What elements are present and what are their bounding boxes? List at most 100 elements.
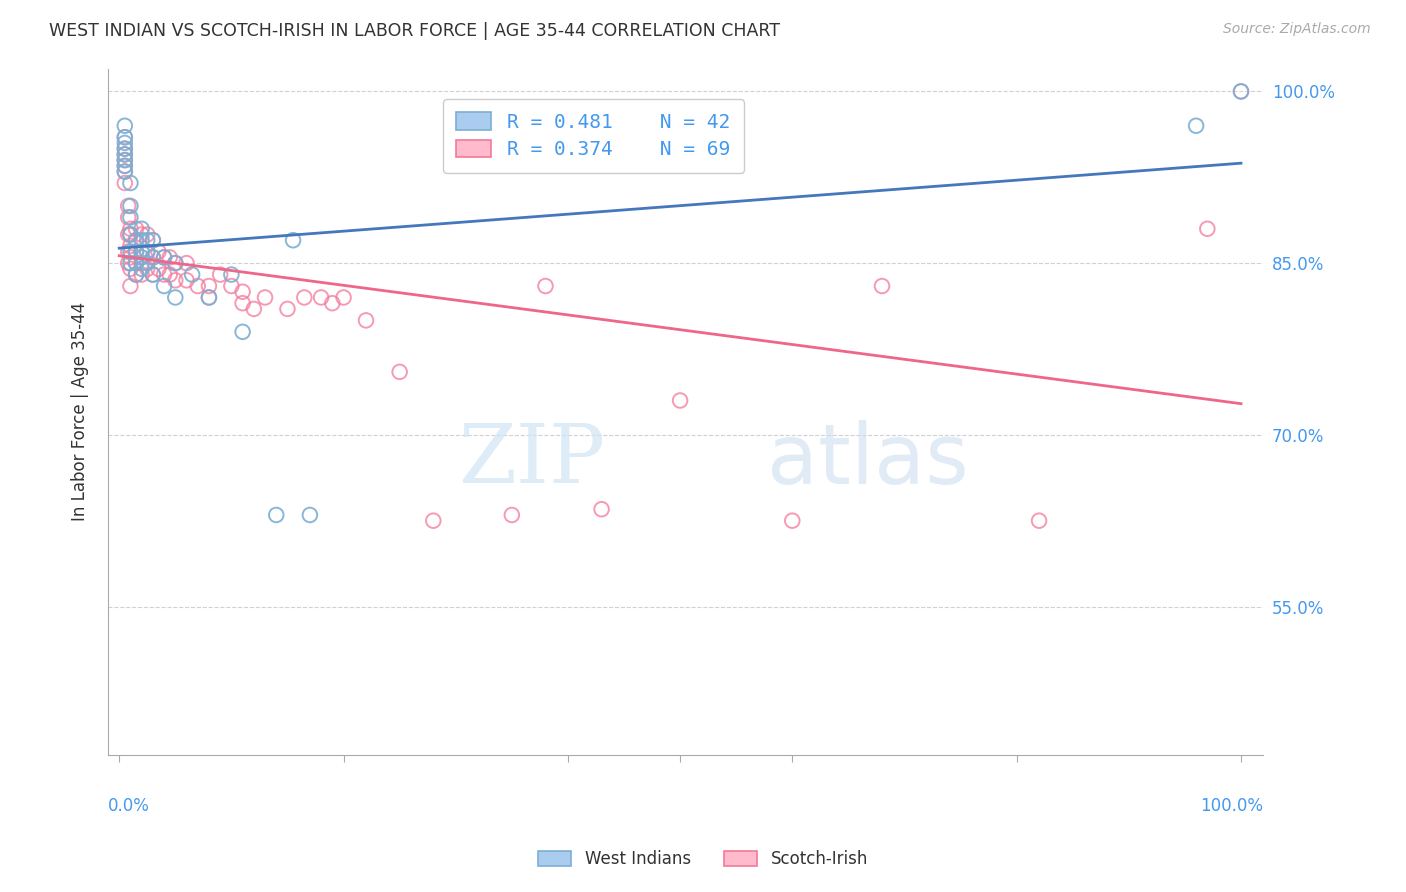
Point bbox=[136, 233, 159, 247]
Point bbox=[321, 296, 343, 310]
Point bbox=[292, 290, 315, 304]
Point bbox=[117, 211, 139, 225]
Point bbox=[131, 268, 153, 282]
Point bbox=[181, 268, 204, 282]
Point bbox=[780, 514, 803, 528]
Point bbox=[1197, 221, 1219, 235]
Point bbox=[534, 279, 557, 293]
Point bbox=[148, 244, 170, 259]
Point bbox=[120, 244, 142, 259]
Point bbox=[131, 244, 153, 259]
Point bbox=[232, 325, 254, 339]
Legend: West Indians, Scotch-Irish: West Indians, Scotch-Irish bbox=[531, 844, 875, 875]
Point bbox=[136, 256, 159, 270]
Point bbox=[142, 251, 165, 265]
Point bbox=[114, 119, 136, 133]
Point bbox=[501, 508, 523, 522]
Point bbox=[131, 256, 153, 270]
Point bbox=[114, 176, 136, 190]
Point bbox=[120, 251, 142, 265]
Point bbox=[153, 279, 176, 293]
Point bbox=[165, 256, 187, 270]
Point bbox=[114, 147, 136, 161]
Point bbox=[117, 256, 139, 270]
Point bbox=[131, 244, 153, 259]
Point bbox=[120, 227, 142, 242]
Point bbox=[125, 233, 148, 247]
Point bbox=[159, 251, 181, 265]
Point bbox=[131, 227, 153, 242]
Point bbox=[198, 290, 221, 304]
Point bbox=[125, 221, 148, 235]
Point bbox=[114, 153, 136, 167]
Point bbox=[114, 164, 136, 178]
Text: ZIP: ZIP bbox=[458, 420, 605, 500]
Point bbox=[198, 279, 221, 293]
Y-axis label: In Labor Force | Age 35-44: In Labor Force | Age 35-44 bbox=[72, 302, 89, 522]
Point bbox=[120, 176, 142, 190]
Point bbox=[114, 136, 136, 150]
Point bbox=[142, 233, 165, 247]
Point bbox=[120, 199, 142, 213]
Point bbox=[114, 164, 136, 178]
Point bbox=[120, 256, 142, 270]
Point bbox=[131, 221, 153, 235]
Point bbox=[114, 142, 136, 156]
Point bbox=[165, 290, 187, 304]
Point bbox=[309, 290, 332, 304]
Point bbox=[221, 268, 243, 282]
Point bbox=[1230, 84, 1253, 98]
Point bbox=[232, 296, 254, 310]
Point bbox=[142, 251, 165, 265]
Point bbox=[187, 279, 209, 293]
Point bbox=[176, 273, 198, 287]
Point bbox=[142, 233, 165, 247]
Point bbox=[120, 239, 142, 253]
Point bbox=[209, 268, 232, 282]
Point bbox=[114, 130, 136, 145]
Point bbox=[114, 159, 136, 173]
Point bbox=[276, 301, 298, 316]
Point bbox=[243, 301, 266, 316]
Point bbox=[120, 279, 142, 293]
Point bbox=[117, 227, 139, 242]
Text: Source: ZipAtlas.com: Source: ZipAtlas.com bbox=[1223, 22, 1371, 37]
Point bbox=[388, 365, 411, 379]
Point bbox=[281, 233, 304, 247]
Point bbox=[114, 147, 136, 161]
Point bbox=[120, 211, 142, 225]
Point bbox=[591, 502, 613, 516]
Point bbox=[142, 268, 165, 282]
Point bbox=[125, 244, 148, 259]
Legend: R = 0.481    N = 42, R = 0.374    N = 69: R = 0.481 N = 42, R = 0.374 N = 69 bbox=[443, 99, 744, 172]
Point bbox=[165, 256, 187, 270]
Point bbox=[125, 233, 148, 247]
Point bbox=[131, 261, 153, 276]
Point bbox=[131, 233, 153, 247]
Point bbox=[136, 244, 159, 259]
Text: atlas: atlas bbox=[766, 419, 969, 500]
Point bbox=[153, 251, 176, 265]
Point bbox=[153, 251, 176, 265]
Point bbox=[165, 273, 187, 287]
Point bbox=[125, 256, 148, 270]
Point bbox=[221, 279, 243, 293]
Point bbox=[332, 290, 354, 304]
Point bbox=[264, 508, 287, 522]
Point bbox=[136, 244, 159, 259]
Point bbox=[114, 130, 136, 145]
Point bbox=[114, 159, 136, 173]
Point bbox=[114, 153, 136, 167]
Point bbox=[148, 261, 170, 276]
Point bbox=[125, 256, 148, 270]
Point bbox=[117, 199, 139, 213]
Point bbox=[354, 313, 377, 327]
Point bbox=[136, 227, 159, 242]
Point bbox=[142, 268, 165, 282]
Point bbox=[1185, 119, 1208, 133]
Text: WEST INDIAN VS SCOTCH-IRISH IN LABOR FORCE | AGE 35-44 CORRELATION CHART: WEST INDIAN VS SCOTCH-IRISH IN LABOR FOR… bbox=[49, 22, 780, 40]
Point bbox=[120, 221, 142, 235]
Point bbox=[125, 268, 148, 282]
Point bbox=[153, 268, 176, 282]
Point bbox=[136, 261, 159, 276]
